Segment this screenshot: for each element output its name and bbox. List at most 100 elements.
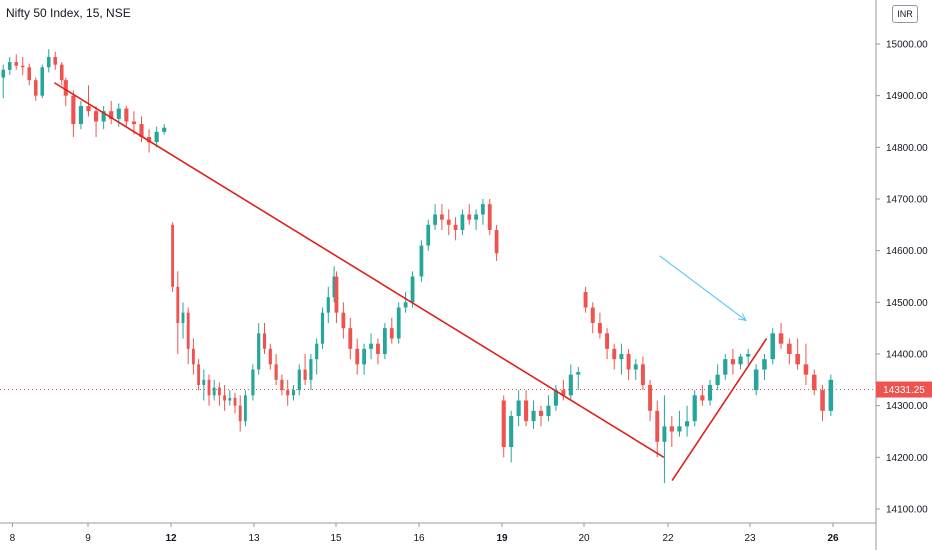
candle <box>516 390 521 427</box>
candle <box>191 338 195 375</box>
candle <box>268 343 272 370</box>
candle <box>467 204 472 225</box>
x-tick-label: 23 <box>744 533 756 544</box>
candle <box>297 364 301 396</box>
candle <box>320 307 325 349</box>
candle <box>820 385 825 422</box>
candle <box>583 286 588 313</box>
candle <box>538 405 544 427</box>
candle <box>362 343 367 375</box>
candle <box>291 385 296 401</box>
candle <box>787 338 792 365</box>
candle <box>274 354 278 385</box>
x-tick-label: 26 <box>827 533 839 544</box>
x-tick-label: 19 <box>496 533 508 544</box>
candle <box>181 302 185 339</box>
candle <box>197 359 201 391</box>
candle <box>1 64 6 99</box>
candle <box>453 217 458 241</box>
candle <box>217 382 221 406</box>
x-tick-label: 16 <box>413 533 425 544</box>
last-price-label: 14331.25 <box>876 381 932 398</box>
candle <box>738 354 743 370</box>
candle <box>723 354 728 380</box>
candle <box>509 410 514 463</box>
arrow-annotation[interactable] <box>659 255 747 322</box>
candle <box>286 379 290 406</box>
candle <box>440 204 444 230</box>
candle <box>633 359 638 380</box>
candle <box>481 199 485 225</box>
y-tick-label: 14200.00 <box>886 453 928 464</box>
candle <box>71 90 76 137</box>
x-tick-label: 15 <box>330 533 342 544</box>
candle <box>669 416 674 447</box>
x-axis: 8 9 12 13 15 16 19 20 22 23 26 <box>10 523 839 544</box>
candle <box>27 63 32 86</box>
candle <box>389 317 394 344</box>
candle <box>59 62 64 86</box>
candle <box>403 292 408 313</box>
candle <box>369 333 373 360</box>
candle <box>410 271 415 308</box>
candle <box>446 209 451 236</box>
candle <box>811 369 817 396</box>
candle <box>86 85 91 117</box>
candle <box>341 302 346 339</box>
candle <box>568 364 573 401</box>
candle <box>612 343 617 370</box>
candle <box>355 338 360 375</box>
candle <box>531 400 536 429</box>
candle <box>474 209 478 230</box>
candle <box>315 338 319 375</box>
candle <box>426 219 431 251</box>
candle <box>280 374 284 396</box>
candle <box>334 271 339 323</box>
candle <box>677 410 682 437</box>
x-tick-label: 12 <box>165 533 177 544</box>
candle <box>53 51 58 70</box>
y-tick-label: 14300.00 <box>886 401 928 412</box>
trendline[interactable] <box>671 338 768 482</box>
candle <box>396 302 401 344</box>
y-tick-label: 14600.00 <box>886 246 928 257</box>
candle <box>576 366 581 391</box>
y-tick-label: 14800.00 <box>886 143 928 154</box>
candle <box>131 111 137 135</box>
candle <box>332 266 336 303</box>
x-tick-label: 22 <box>662 533 674 544</box>
y-tick-label: 14500.00 <box>886 298 928 309</box>
candle <box>257 323 261 375</box>
candle <box>648 379 653 422</box>
candle <box>746 348 751 365</box>
candle <box>262 323 267 354</box>
candle <box>561 379 566 401</box>
candle <box>202 369 206 401</box>
candle <box>228 390 232 406</box>
candle <box>546 395 551 422</box>
candle <box>7 56 12 75</box>
candle <box>238 395 242 432</box>
candle <box>707 379 713 406</box>
candle <box>154 126 159 148</box>
candle <box>63 77 68 106</box>
candle <box>93 106 99 137</box>
candle <box>605 328 610 360</box>
candle <box>162 124 167 135</box>
currency-button[interactable]: INR <box>892 5 918 23</box>
candle <box>223 385 227 411</box>
candle <box>487 199 492 236</box>
candle <box>770 328 776 365</box>
candle <box>382 323 387 360</box>
candle <box>597 312 602 339</box>
candle <box>348 317 353 360</box>
candle <box>524 390 529 427</box>
candle <box>433 204 437 230</box>
candle <box>753 364 759 396</box>
candle <box>33 77 38 101</box>
candle <box>626 348 631 380</box>
candle <box>730 348 736 375</box>
candle <box>40 64 45 99</box>
trendline[interactable] <box>53 82 665 459</box>
